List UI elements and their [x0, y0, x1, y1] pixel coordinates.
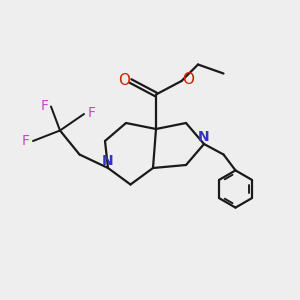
Text: N: N — [198, 130, 209, 144]
Text: F: F — [88, 106, 95, 120]
Text: F: F — [22, 134, 29, 148]
Text: O: O — [182, 72, 194, 87]
Text: O: O — [118, 73, 130, 88]
Text: N: N — [102, 154, 113, 168]
Text: F: F — [40, 99, 48, 113]
